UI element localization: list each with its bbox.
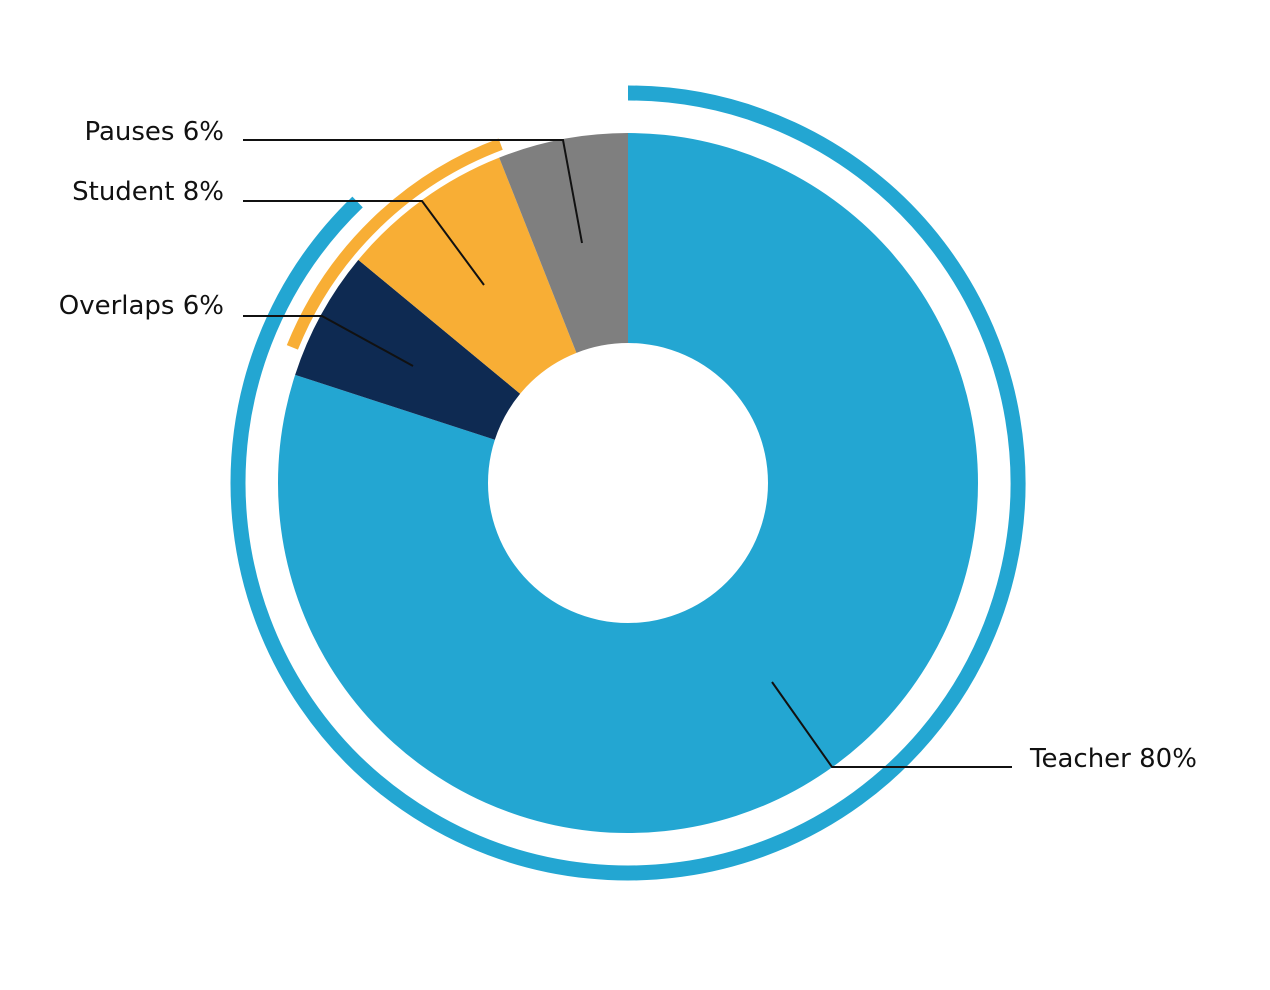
leader-line-teacher	[771, 681, 1012, 768]
slice-student	[358, 157, 577, 394]
label-overlaps: Overlaps 6%	[59, 291, 224, 321]
leader-line-student	[243, 200, 485, 286]
slice-labels: Teacher 80% Overlaps 6% Student 8% Pause…	[59, 117, 1197, 774]
slice-pauses	[499, 133, 628, 353]
leader-line-pauses	[243, 139, 583, 244]
slice-overlaps	[295, 259, 521, 440]
outer-arc-teacher-and-overlaps	[230, 85, 1026, 881]
label-student: Student 8%	[72, 177, 224, 207]
slice-teacher	[278, 133, 979, 833]
leader-line-overlaps	[243, 315, 414, 367]
outer-arcs	[230, 85, 1026, 881]
label-teacher: Teacher 80%	[1029, 744, 1197, 774]
label-pauses: Pauses 6%	[84, 117, 224, 147]
leader-lines	[243, 139, 1012, 768]
donut-slices	[278, 133, 979, 833]
outer-arc-student-and-overlaps	[286, 138, 503, 350]
